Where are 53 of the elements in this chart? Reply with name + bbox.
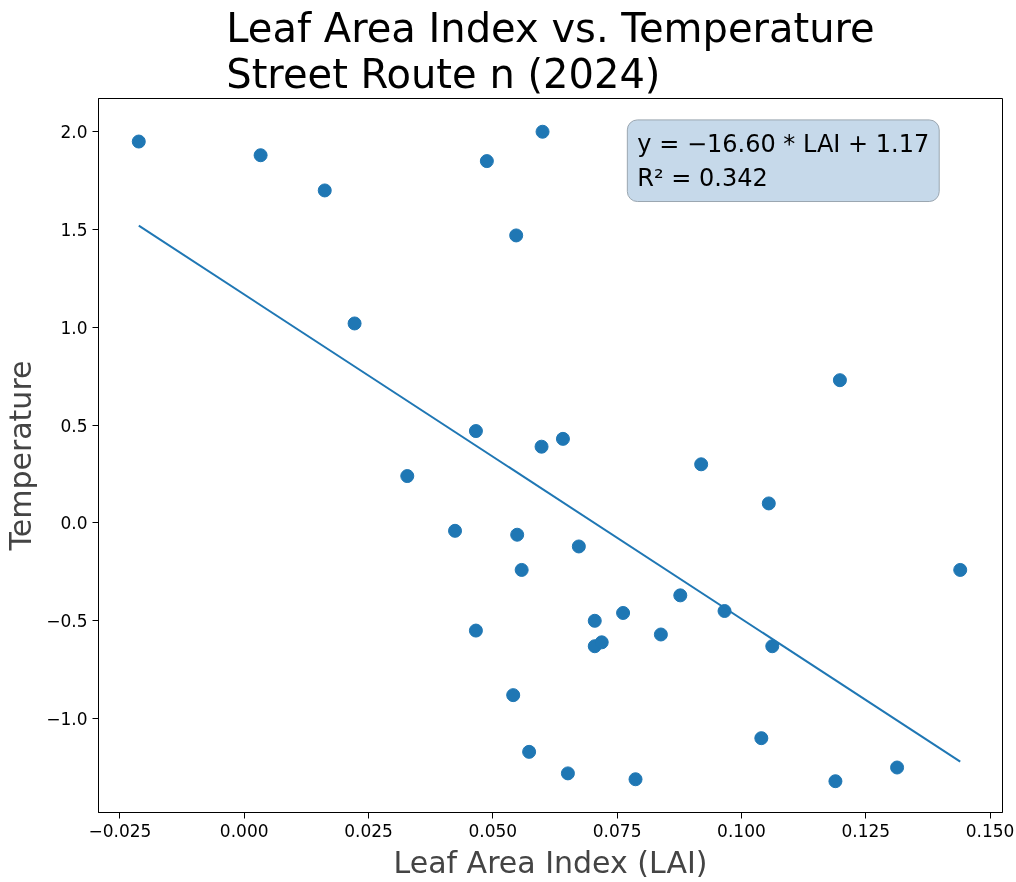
point — [571, 539, 586, 554]
point — [673, 588, 688, 603]
point — [560, 766, 575, 781]
y-tick-label: −0.5 — [46, 611, 88, 632]
point — [754, 731, 769, 746]
x-axis-title: Leaf Area Index (LAI) — [393, 844, 708, 880]
point — [765, 639, 780, 654]
point — [761, 496, 776, 511]
point — [594, 635, 609, 650]
point — [347, 316, 362, 331]
x-tick-label: 0.100 — [717, 820, 766, 841]
point — [468, 623, 483, 638]
x-tick-label: 0.125 — [841, 820, 891, 841]
y-tick-label: −1.0 — [46, 709, 88, 730]
point — [506, 688, 521, 703]
chart-title: Leaf Area Index vs. Temperature Street Route n (2024) — [226, 4, 875, 97]
point — [628, 772, 643, 787]
x-tick-label: −0.025 — [88, 820, 152, 841]
point — [317, 183, 332, 198]
y-axis-title: Temperature — [3, 360, 39, 552]
point — [535, 124, 550, 139]
point — [479, 154, 494, 169]
point — [522, 744, 537, 759]
point — [616, 605, 631, 620]
point — [555, 431, 570, 446]
point — [509, 228, 524, 243]
point — [253, 148, 268, 163]
annotation: R² = 0.342 — [637, 163, 768, 192]
point — [694, 457, 709, 472]
y-tick-label: 1.5 — [60, 220, 88, 241]
point — [514, 562, 529, 577]
x-tick-label: 0.000 — [219, 820, 269, 841]
point — [653, 627, 668, 642]
y-tick-label: 0.0 — [60, 513, 88, 534]
point — [953, 562, 968, 577]
point — [448, 523, 463, 538]
point — [510, 527, 525, 542]
y-tick-label: 1.0 — [60, 317, 88, 338]
point — [131, 134, 146, 149]
point — [587, 613, 602, 628]
x-tick-label: 0.050 — [468, 820, 518, 841]
point — [400, 469, 415, 484]
x-tick-label: 0.075 — [592, 820, 642, 841]
annotation: y = −16.60 * LAI + 1.17 — [637, 129, 930, 158]
x-tick-label: 0.025 — [344, 820, 393, 841]
point — [832, 373, 847, 388]
point — [890, 760, 905, 775]
point — [468, 424, 483, 439]
y-tick-label: 2.0 — [60, 122, 88, 143]
point — [828, 774, 843, 789]
x-tick-label: 0.150 — [965, 820, 1015, 841]
y-tick-label: 0.5 — [60, 415, 88, 436]
point — [534, 439, 549, 454]
